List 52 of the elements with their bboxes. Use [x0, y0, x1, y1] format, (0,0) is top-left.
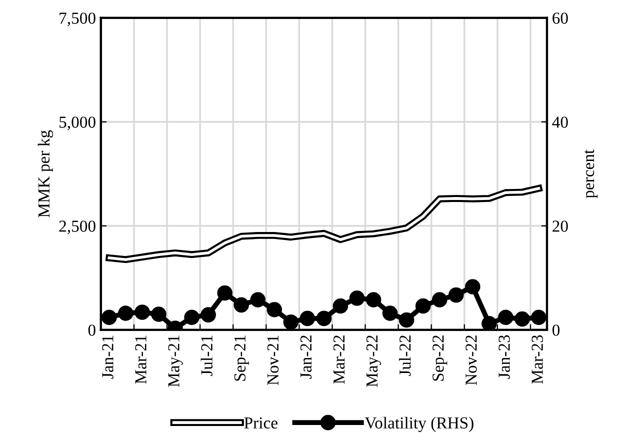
x-tick-label: Sep-21 [234, 336, 249, 381]
y2-axis-title: percent [584, 149, 598, 198]
point [415, 298, 431, 314]
x-tick-label: Jul-22 [399, 336, 411, 376]
point [498, 310, 514, 326]
x-tick-label: Mar-23 [532, 335, 543, 384]
point [300, 310, 316, 326]
point [118, 306, 134, 321]
point [102, 310, 117, 326]
point [316, 310, 332, 326]
y-tick-label: 5,000 [60, 116, 96, 130]
point [184, 310, 200, 326]
y2-tick-label: 40 [552, 116, 568, 128]
point [448, 287, 464, 303]
point [200, 307, 216, 322]
x-tick-label: May-21 [168, 336, 183, 387]
x-tick-label: Mar-22 [333, 336, 345, 384]
y-tick-label: 2,500 [59, 220, 96, 234]
point [217, 285, 232, 301]
point [514, 311, 530, 327]
point [234, 297, 249, 313]
y-axis-title: MMK per kg [38, 130, 54, 218]
legend-label: Volatility (RHS) [364, 416, 474, 432]
y-tick-label: 7,500 [60, 12, 96, 26]
x-tick-label: Jan-22 [300, 336, 312, 379]
x-tick-label: May-22 [366, 336, 382, 387]
point [283, 314, 299, 330]
point [432, 292, 448, 308]
x-tick-label: Jan-21 [102, 336, 114, 379]
x-tick-label: Mar-21 [135, 336, 146, 384]
legend-label: Price [244, 417, 278, 429]
x-tick-label: Nov-21 [267, 336, 279, 386]
point [465, 279, 480, 294]
x-tick-label: Jan-23 [498, 335, 510, 379]
x-tick-label: Nov-22 [466, 336, 477, 386]
y2-tick-label: 0 [552, 324, 560, 336]
point [349, 290, 365, 306]
point [332, 298, 348, 314]
point [134, 304, 150, 320]
x-tick-label: Jul-21 [200, 336, 212, 376]
point [531, 310, 546, 326]
point [382, 306, 398, 321]
point [398, 312, 414, 328]
point [250, 292, 266, 308]
point [482, 316, 497, 330]
point [151, 306, 166, 322]
point [266, 302, 282, 318]
point [366, 292, 382, 308]
y2-tick-label: 20 [552, 220, 568, 232]
y-tick-label: 0 [88, 324, 96, 336]
y2-tick-label: 60 [552, 12, 568, 24]
x-tick-label: Sep-22 [432, 336, 448, 381]
